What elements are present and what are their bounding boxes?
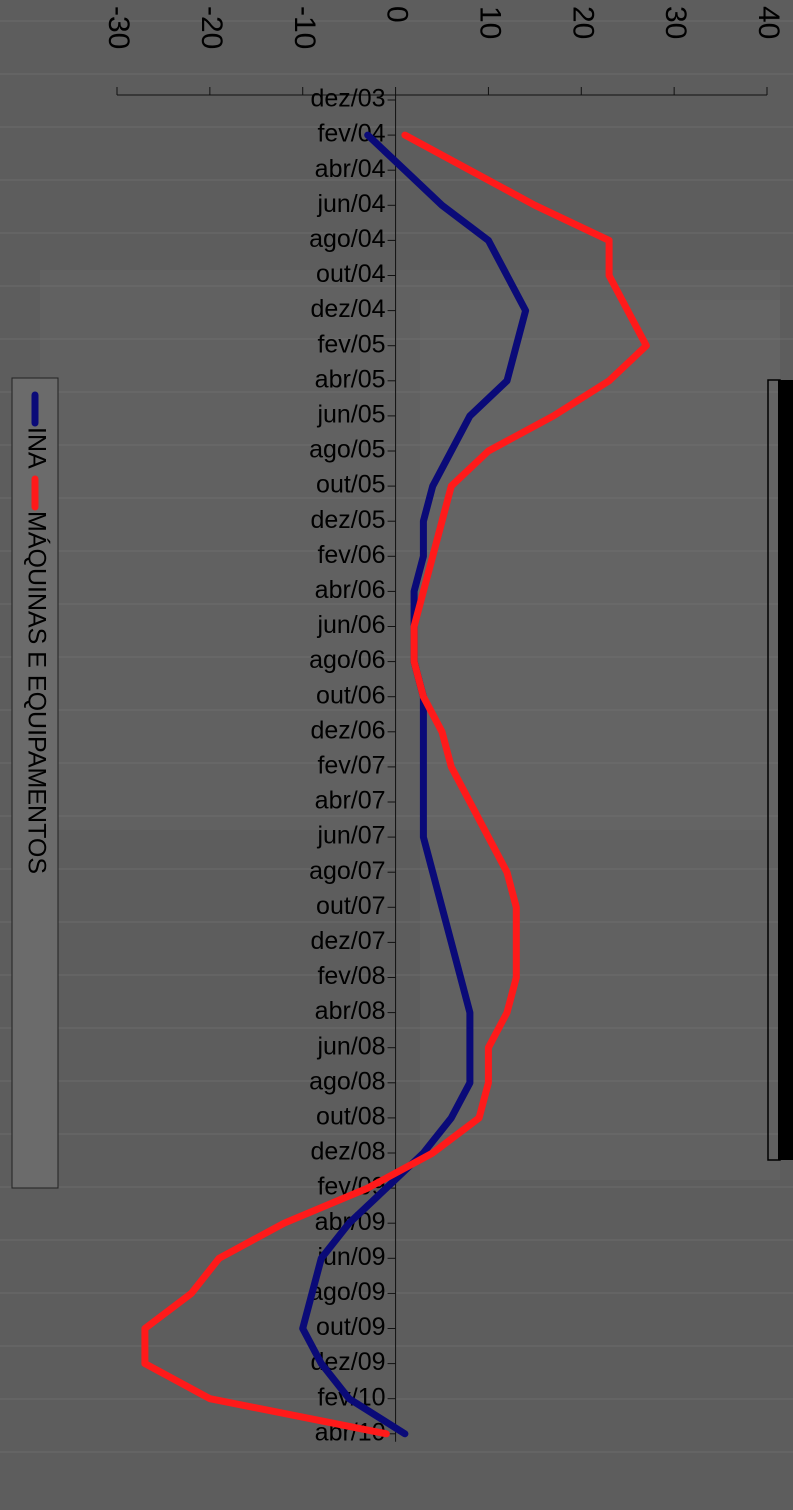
category-tick-label: dez/06 <box>311 716 386 744</box>
category-tick-label: out/04 <box>316 260 386 288</box>
category-tick-label: ago/07 <box>309 857 385 885</box>
category-tick-label: jun/08 <box>316 1032 385 1060</box>
category-tick-label: fev/05 <box>317 330 385 358</box>
legend-items: INA MÁQUINAS E EQUIPAMENTOS <box>22 391 51 874</box>
category-tick-label: fev/07 <box>317 752 385 780</box>
background-stripe <box>0 1133 793 1135</box>
category-tick-label: out/05 <box>316 471 386 499</box>
category-tick-label: jun/04 <box>316 190 385 218</box>
legend-label: MÁQUINAS E EQUIPAMENTOS <box>22 511 51 874</box>
background-stripe <box>0 20 793 22</box>
series-line <box>299 131 530 1438</box>
legend-label: INA <box>22 427 50 469</box>
background-stripe <box>0 338 793 340</box>
background-stripe <box>0 1292 793 1294</box>
category-tick-label: fev/06 <box>317 541 385 569</box>
black-framed-panel <box>767 379 793 1161</box>
background-stripe <box>0 179 793 181</box>
background-stripe <box>0 868 793 870</box>
category-tick-label: out/08 <box>316 1103 386 1131</box>
background-stripe <box>0 1027 793 1029</box>
value-tick-label: -30 <box>102 6 135 49</box>
category-tick-label: dez/03 <box>311 85 386 113</box>
background-stripe <box>0 391 793 393</box>
background-stripe <box>0 1345 793 1347</box>
frame-outline <box>767 379 781 1161</box>
background-stripe <box>0 550 793 552</box>
category-tick-label: dez/05 <box>311 506 386 534</box>
category-tick-label: dez/07 <box>311 927 386 955</box>
background-panel <box>420 300 780 1180</box>
background-stripe <box>0 497 793 499</box>
background-stripe <box>0 1398 793 1400</box>
series-lines <box>141 131 650 1438</box>
series-line <box>141 131 650 1438</box>
category-tick-label: jun/05 <box>316 401 385 429</box>
value-tick-label: 0 <box>381 6 414 23</box>
category-tick-label: out/09 <box>316 1313 386 1341</box>
value-tick-label: 10 <box>474 6 507 39</box>
category-tick-label: jun/06 <box>316 611 385 639</box>
category-tick-label: abr/08 <box>315 997 386 1025</box>
category-tick-label: ago/06 <box>309 646 385 674</box>
category-tick-label: ago/09 <box>309 1278 385 1306</box>
value-tick-label: 20 <box>566 6 599 39</box>
frame-black-fill <box>778 380 793 1160</box>
value-tick-label: -10 <box>288 6 321 49</box>
background-stripe <box>0 1186 793 1188</box>
category-tick-label: abr/04 <box>315 155 386 183</box>
category-tick-label: abr/05 <box>315 365 386 393</box>
background-stripe <box>0 815 793 817</box>
category-tick-label: abr/06 <box>315 576 386 604</box>
background-stripe <box>0 232 793 234</box>
background-stripe <box>0 73 793 75</box>
category-tick-label: jun/07 <box>316 822 385 850</box>
background-stripe <box>0 444 793 446</box>
background-stripe <box>0 285 793 287</box>
category-tick-label: ago/08 <box>309 1067 385 1095</box>
background-stripe <box>0 656 793 658</box>
background-stripe <box>0 1239 793 1241</box>
category-tick-label: ago/04 <box>309 225 386 253</box>
background-stripe <box>0 974 793 976</box>
category-tick-label: abr/07 <box>315 787 386 815</box>
category-tick-label: out/07 <box>316 892 386 920</box>
background-stripe <box>0 1080 793 1082</box>
background-stripe <box>0 126 793 128</box>
background-stripe <box>0 762 793 764</box>
value-tick-label: -20 <box>195 6 228 49</box>
category-tick-label: dez/08 <box>311 1138 386 1166</box>
category-tick-label: ago/05 <box>309 436 385 464</box>
background-stripe <box>0 709 793 711</box>
legend: INA MÁQUINAS E EQUIPAMENTOS <box>11 377 59 1189</box>
value-tick-label: 40 <box>752 6 785 39</box>
legend-box <box>11 377 59 1189</box>
value-tick-label: 30 <box>659 6 692 39</box>
background-stripe <box>0 603 793 605</box>
category-tick-label: out/06 <box>316 681 386 709</box>
background-stripe <box>0 921 793 923</box>
category-tick-label: fev/08 <box>317 962 385 990</box>
category-tick-label: dez/04 <box>311 295 386 323</box>
background-stripe <box>0 1451 793 1453</box>
background-panel <box>40 270 780 830</box>
